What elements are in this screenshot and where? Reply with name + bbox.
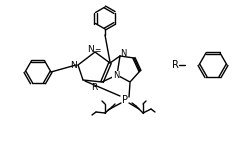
Text: N: N	[120, 49, 126, 58]
Text: N: N	[113, 71, 119, 81]
Text: R: R	[91, 83, 97, 92]
Text: =: =	[94, 47, 100, 56]
Text: N: N	[71, 61, 77, 70]
Text: P: P	[122, 95, 128, 105]
Text: N: N	[88, 46, 94, 55]
Text: R: R	[172, 60, 179, 70]
